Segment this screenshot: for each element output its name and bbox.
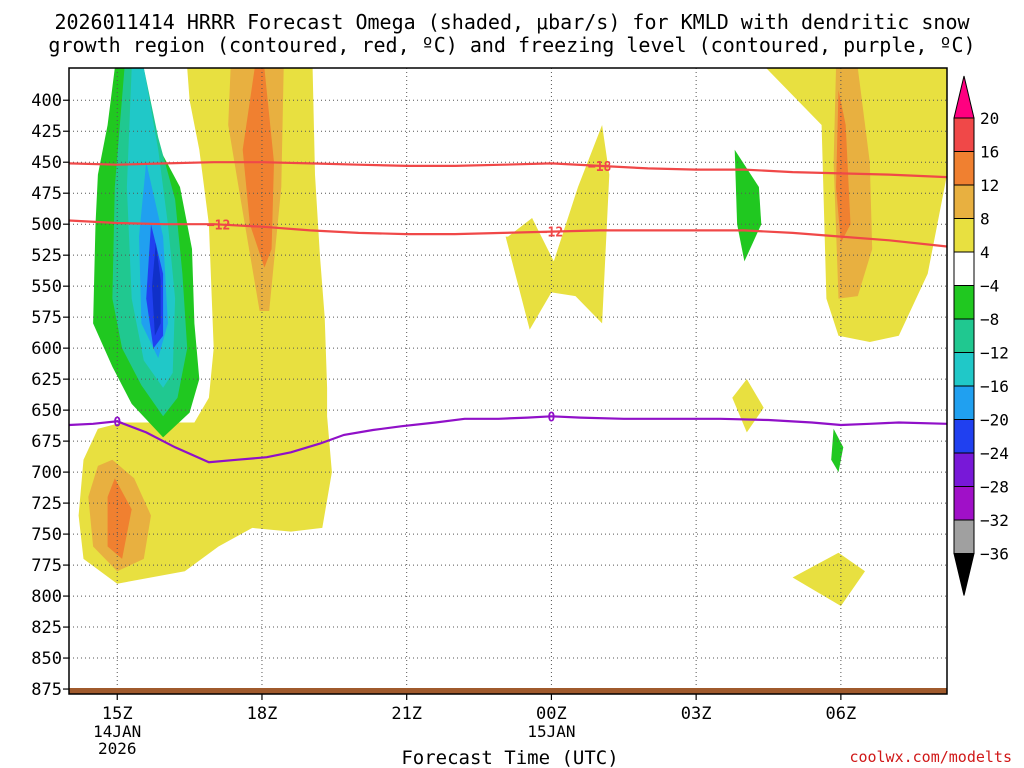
y-tick-label: 800 — [31, 587, 62, 607]
colorbar-label: −32 — [980, 511, 1009, 530]
x-year-label: 2026 — [98, 739, 137, 758]
colorbar-top-arrow — [953, 75, 975, 119]
colorbar-label: −28 — [980, 478, 1009, 497]
y-tick-label: 850 — [31, 649, 62, 669]
colorbar-segment — [953, 519, 975, 554]
omega-region-2-0 — [242, 68, 274, 268]
colorbar-label: −16 — [980, 377, 1009, 396]
colorbar-label: −4 — [980, 277, 999, 296]
omega-region-0-4 — [792, 552, 865, 606]
omega-region-8-0 — [152, 242, 161, 336]
dgz-upper-label: −18 — [588, 160, 612, 175]
colorbar-segment — [953, 184, 975, 219]
colorbar-label: −20 — [980, 411, 1009, 430]
y-axis: 400 425 450 475 500 525 550 575 600 625 650 675 700 7… — [31, 91, 69, 700]
y-tick-label: 400 — [31, 91, 62, 111]
x-tick-label: 18Z — [247, 704, 278, 724]
colorbar-label: −8 — [980, 310, 999, 329]
contour-layer: −18 −12 0 −12 0 — [68, 160, 948, 464]
y-tick-label: 425 — [31, 122, 62, 142]
y-tick-label: 625 — [31, 370, 62, 390]
colorbar-label: 8 — [980, 210, 990, 229]
omega-region-3-2 — [831, 428, 844, 473]
colorbar-segment — [953, 352, 975, 387]
colorbar-segment — [953, 251, 975, 286]
colorbar-bottom-arrow — [953, 553, 975, 596]
x-tick-label: 21Z — [391, 704, 422, 724]
omega-region-3-1 — [734, 149, 762, 262]
omega-region-0-1 — [505, 125, 610, 330]
colorbar-segment — [953, 385, 975, 420]
colorbar-label: 20 — [980, 109, 999, 128]
y-tick-label: 600 — [31, 339, 62, 359]
y-tick-label: 550 — [31, 277, 62, 297]
y-tick-label: 650 — [31, 401, 62, 421]
chart-title-line1: 2026011414 HRRR Forecast Omega (shaded, … — [54, 10, 970, 34]
x-date-label: 14JAN — [93, 722, 141, 741]
credit-text: coolwx.com/modelts — [849, 748, 1012, 766]
x-date-label: 15JAN — [527, 722, 575, 741]
freezing-level-contour — [68, 415, 948, 464]
omega-region-2-1 — [836, 90, 851, 243]
y-tick-label: 875 — [31, 680, 62, 700]
chart-title-line2: growth region (contoured, red, ºC) and f… — [48, 33, 975, 57]
colorbar-segment — [953, 318, 975, 353]
y-tick-label: 475 — [31, 184, 62, 204]
y-tick-label: 750 — [31, 525, 62, 545]
x-tick-label: 03Z — [681, 704, 712, 724]
y-tick-label: 500 — [31, 215, 62, 235]
colorbar-label: 12 — [980, 176, 999, 195]
dgz-upper-contour — [68, 161, 948, 179]
colorbar-segment — [953, 117, 975, 152]
y-tick-label: 825 — [31, 618, 62, 638]
dgz-lower-contour — [68, 219, 948, 248]
y-tick-label: 725 — [31, 494, 62, 514]
freezing-level-label: 0 — [113, 415, 121, 430]
y-tick-label: 525 — [31, 246, 62, 266]
colorbar-segment — [953, 419, 975, 454]
y-tick-label: 675 — [31, 432, 62, 452]
colorbar-label: −36 — [980, 545, 1009, 564]
y-tick-label: 450 — [31, 153, 62, 173]
colorbar-segment — [953, 285, 975, 320]
x-axis-label: Forecast Time (UTC) — [401, 747, 618, 768]
colorbar-label: −12 — [980, 344, 1009, 363]
terrain-bar — [69, 688, 947, 694]
colorbar-segment — [953, 218, 975, 253]
omega-region-2-2 — [107, 478, 132, 559]
colorbar-label: 16 — [980, 143, 999, 162]
colorbar-segment — [953, 151, 975, 186]
omega-shading-layer — [78, 68, 947, 606]
plot-frame — [68, 67, 948, 695]
colorbar-segment — [953, 452, 975, 487]
y-tick-label: 575 — [31, 308, 62, 328]
x-tick-label: 00Z — [536, 704, 567, 724]
dgz-lower-label: −12 — [207, 218, 230, 233]
y-tick-label: 775 — [31, 556, 62, 576]
dgz-lower-label-2: −12 — [540, 226, 563, 241]
omega-region-0-3 — [732, 379, 764, 433]
x-tick-label: 06Z — [826, 704, 857, 724]
colorbar: 20 16 12 8 4 −4 −8 −12 −16 −20 −24 −28 −32 −36 — [953, 75, 1009, 596]
colorbar-segment — [953, 486, 975, 521]
colorbar-label: −24 — [980, 444, 1009, 463]
colorbar-label: 4 — [980, 243, 990, 262]
x-tick-label: 15Z — [102, 704, 133, 724]
y-tick-label: 700 — [31, 463, 62, 483]
freezing-level-label-2: 0 — [548, 410, 556, 425]
